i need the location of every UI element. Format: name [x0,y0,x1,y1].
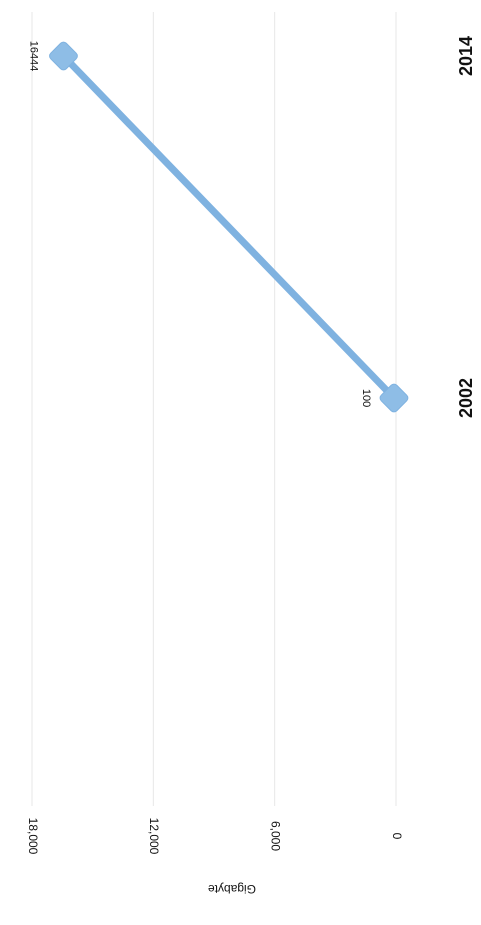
data-point-marker [49,41,78,71]
y-axis-label: Gigabyte [208,882,256,896]
x-category-label: 2014 [456,36,476,76]
data-label: 16444 [28,41,40,72]
data-labels: 100 16444 [28,41,373,407]
y-tick-label: 18,000 [26,818,40,855]
gridlines [31,12,397,806]
y-tick-label: 0 [390,833,404,840]
y-tick-labels: 0 6,000 12,000 18,000 [26,818,404,855]
x-category-labels: 2002 2014 [456,36,476,418]
y-tick-label: 12,000 [147,818,161,855]
series-line [59,52,398,402]
data-point-marker [379,383,409,413]
data-label: 100 [360,389,372,407]
x-category-label: 2002 [456,378,476,418]
y-tick-label: 6,000 [268,821,282,851]
data-series [49,41,409,413]
